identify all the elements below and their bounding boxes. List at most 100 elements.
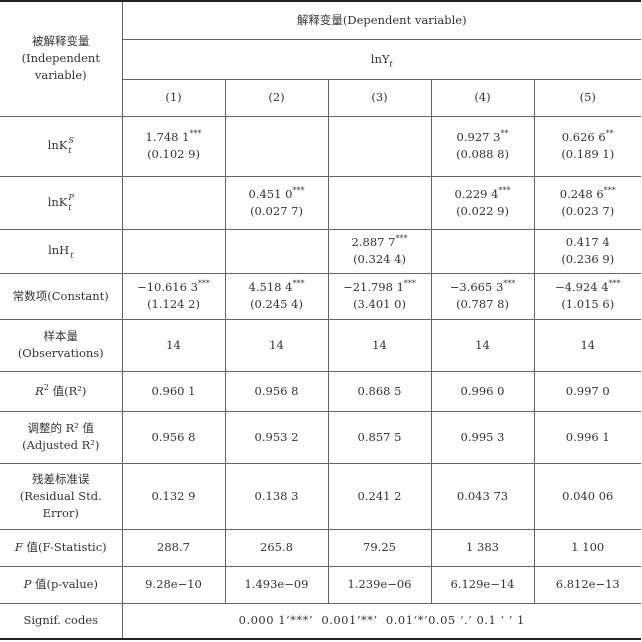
stat-label: 调整的 R² 值 (Adjusted R²): [0, 410, 123, 464]
stat-value: 265.8: [224, 528, 329, 567]
table-row: R2 值(R²) 0.960 1 0.956 8 0.868 5 0.996 0 0.99…: [0, 370, 642, 412]
stat-label-text: 值(R²): [52, 383, 87, 398]
stat-value: 0.960 1: [121, 370, 226, 412]
variable-subscript: t: [68, 146, 72, 155]
coefficient-cell: 2.887 7*** (0.324 4): [327, 228, 432, 274]
signif-label: Signif. codes: [0, 602, 123, 640]
table-row: 常数项(Constant) −10.616 3*** (1.124 2) 4.518 …: [0, 272, 642, 320]
header-label-en: (Independent variable): [21, 51, 100, 83]
stat-value: 0.241 2: [327, 462, 432, 530]
standard-error: (0.236 9): [561, 252, 615, 266]
stat-value: 6.812e−13: [533, 565, 642, 604]
stat-value: 0.132 9: [121, 462, 226, 530]
standard-error: (0.023 7): [561, 203, 615, 218]
significance-stars: ***: [608, 279, 621, 289]
stat-value: 6.129e−14: [430, 565, 535, 604]
significance-stars: ***: [498, 185, 511, 195]
stat-value: 0.997 0: [533, 370, 642, 412]
significance-stars: ***: [403, 279, 416, 289]
coefficient: 0.417 4: [565, 235, 610, 249]
stat-value: 1 100: [533, 528, 642, 567]
header-label-cn: 被解释变量: [32, 34, 90, 49]
stat-value: 14: [327, 318, 432, 372]
empty-cell: [430, 228, 535, 274]
stat-value: 0.956 8: [224, 370, 329, 412]
coefficient-cell: 0.417 4 (0.236 9): [533, 228, 642, 274]
coefficient: 4.518 4: [248, 280, 293, 294]
coefficient: 0.451 0: [248, 186, 293, 201]
coefficient-cell: −10.616 3*** (1.124 2): [121, 272, 226, 320]
column-header: (2): [224, 78, 329, 117]
stat-value: 0.996 0: [430, 370, 535, 412]
stat-label-text: 值(F-Statistic): [26, 540, 107, 554]
variable-subscript: t: [68, 202, 72, 212]
stat-value: 1.239e−06: [327, 565, 432, 604]
standard-error: (0.245 4): [250, 297, 303, 311]
empty-cell: [224, 228, 329, 274]
stat-label-text: 残差标准误: [32, 471, 90, 486]
dependent-variable: lnY: [370, 51, 390, 66]
stat-label-en: (Residual Std. Error): [19, 488, 102, 520]
significance-stars: **: [500, 129, 509, 139]
significance-stars: ***: [503, 279, 516, 289]
stat-value: 9.28e−10: [121, 565, 226, 604]
empty-cell: [121, 175, 226, 230]
explanatory-variable-header: 解释变量(Dependent variable): [121, 0, 642, 40]
empty-cell: [327, 175, 432, 230]
stat-label: 残差标准误 (Residual Std. Error): [0, 462, 123, 530]
stat-value: 0.953 2: [224, 410, 329, 464]
stat-value: 0.857 5: [327, 410, 432, 464]
stat-value: 14: [430, 318, 535, 372]
stat-symbol: P: [23, 577, 32, 591]
coefficient: 1.748 1: [145, 130, 190, 144]
coefficient-cell: 1.748 1*** (0.102 9): [121, 115, 226, 177]
stat-label: P 值(p-value): [0, 565, 123, 604]
row-label: 常数项(Constant): [0, 272, 123, 320]
variable-superscript: P: [68, 192, 74, 202]
standard-error: (1.015 6): [561, 297, 615, 311]
coefficient-cell: −4.924 4*** (1.015 6): [533, 272, 642, 320]
stat-value: 1 383: [430, 528, 535, 567]
coefficient: −21.798 1: [343, 280, 404, 294]
stat-label-text: 样本量: [43, 329, 79, 343]
stat-value: 0.868 5: [327, 370, 432, 412]
empty-cell: [327, 115, 432, 177]
variable-superscript: S: [68, 136, 74, 145]
coefficient: −10.616 3: [137, 280, 198, 294]
stat-value: 288.7: [121, 528, 226, 567]
variable-name: lnK: [47, 194, 68, 209]
stat-value: 1.493e−09: [224, 565, 329, 604]
standard-error: (0.189 1): [561, 147, 615, 161]
variable-subscript: t: [70, 251, 74, 260]
stat-value: 0.040 06: [533, 462, 642, 530]
variable-name: 常数项(Constant): [12, 288, 109, 303]
coefficient-cell: 0.626 6** (0.189 1): [533, 115, 642, 177]
stat-value: 0.043 73: [430, 462, 535, 530]
stat-label: F 值(F-Statistic): [0, 528, 123, 567]
variable-scripts: t: [70, 241, 73, 261]
stat-value: 0.956 8: [121, 410, 226, 464]
standard-error: (3.401 0): [353, 297, 406, 311]
stat-value: 0.996 1: [533, 410, 642, 464]
table-row: lnH t 2.887 7*** (0.324 4) 0.417 4 (0.236 9): [0, 228, 642, 274]
significance-stars: ***: [603, 185, 616, 195]
stat-label-text: 值(p-value): [34, 577, 98, 591]
coefficient-cell: 4.518 4*** (0.245 4): [224, 272, 329, 320]
stat-value: 14: [224, 318, 329, 372]
table-row: F 值(F-Statistic) 288.7 265.8 79.25 1 383 1 10…: [0, 528, 642, 567]
empty-cell: [224, 115, 329, 177]
standard-error: (0.022 9): [456, 203, 509, 218]
stat-symbol: F: [14, 540, 23, 554]
table-row: 样本量 (Observations) 14 14 14 14 14: [0, 318, 642, 372]
coefficient: −3.665 3: [449, 280, 504, 294]
coefficient-cell: 0.229 4*** (0.022 9): [430, 175, 535, 230]
dependent-variable-header: lnYt: [122, 38, 642, 80]
column-header: (4): [430, 78, 535, 117]
significance-stars: ***: [292, 185, 305, 195]
table-row: 残差标准误 (Residual Std. Error) 0.132 9 0.138 3…: [0, 462, 642, 530]
